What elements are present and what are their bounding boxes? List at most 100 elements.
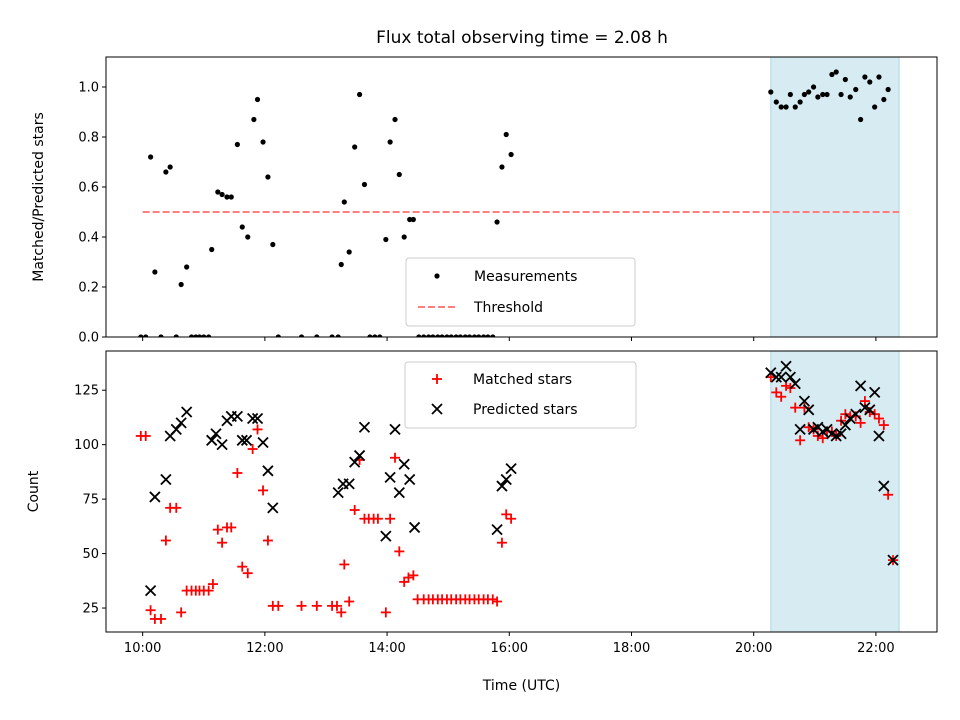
predicted-point <box>500 473 512 486</box>
matched-point <box>492 596 503 607</box>
matched-point <box>145 605 156 616</box>
predicted-point <box>854 380 867 392</box>
y-tick-label: 0.0 <box>78 331 99 346</box>
predicted-point <box>257 436 269 449</box>
predicted-point-b <box>794 423 806 436</box>
measurement-point <box>490 334 496 337</box>
predicted-point <box>231 410 244 422</box>
measurement-point <box>476 334 482 337</box>
measurement-point <box>401 234 407 240</box>
predicted-point <box>878 480 890 492</box>
measurement-point <box>138 334 144 337</box>
matched-point <box>242 568 253 579</box>
measurement-point <box>270 241 276 248</box>
predicted-point-b <box>789 378 801 390</box>
predicted-point-b <box>491 523 503 536</box>
legend-predicted-marker-b <box>431 403 443 415</box>
y-tick-label: 0.4 <box>78 231 99 246</box>
predicted-point <box>496 480 508 492</box>
predicted-point <box>175 417 187 429</box>
measurement-point <box>352 144 358 150</box>
predicted-point-b <box>850 408 862 420</box>
x-tick-label: 10:00 <box>124 641 161 656</box>
predicted-point-b <box>839 419 851 431</box>
measurement-point <box>178 281 184 288</box>
predicted-point-b <box>231 410 244 422</box>
predicted-point <box>389 423 401 436</box>
predicted-point <box>236 434 248 446</box>
measurement-point <box>806 89 812 95</box>
predicted-point <box>216 439 228 451</box>
predicted-point <box>144 584 157 597</box>
legend-matched-marker <box>432 374 442 384</box>
predicted-point <box>384 471 396 483</box>
matched-point <box>155 613 166 624</box>
predicted-point <box>353 449 366 462</box>
predicted-point <box>393 486 405 499</box>
matched-point <box>160 535 171 546</box>
matched-point <box>171 502 182 513</box>
predicted-point <box>160 473 172 486</box>
top-panel: 0.0 0.2 0.4 0.6 0.8 1.0 Matched/Predicted star… <box>31 56 938 346</box>
predicted-point-b <box>835 428 847 440</box>
predicted-point <box>798 395 811 407</box>
matched-point <box>771 387 782 398</box>
measurement-point <box>416 334 422 337</box>
predicted-point <box>267 502 279 514</box>
measurement-point <box>466 334 473 337</box>
matched-point <box>258 485 269 496</box>
predicted-point <box>887 554 899 566</box>
predicted-point <box>864 404 876 416</box>
y-tick-label: 0.6 <box>78 181 99 196</box>
measurement-point <box>361 181 368 188</box>
predicted-point <box>251 412 264 425</box>
predicted-point <box>343 478 355 490</box>
measurement-point <box>797 99 803 105</box>
measurement-point <box>148 154 154 160</box>
legend-box <box>404 361 637 429</box>
legend-matched-label: Matched stars <box>473 372 572 388</box>
measurement-point <box>387 139 393 145</box>
measurement-point <box>163 169 169 175</box>
measurement-point <box>768 89 774 95</box>
matched-point <box>403 572 414 583</box>
y-tick-label: 75 <box>82 493 99 508</box>
measurement-point <box>778 104 784 110</box>
measurement-point <box>209 246 215 253</box>
measurement-point <box>847 94 853 100</box>
measurement-point <box>862 74 868 80</box>
matched-point <box>331 600 342 611</box>
predicted-point-b <box>798 395 811 407</box>
predicted-point-b <box>247 412 259 425</box>
data-points <box>135 360 899 624</box>
predicted-point <box>398 458 410 470</box>
measurement-point <box>444 334 450 337</box>
predicted-point <box>780 360 792 372</box>
measurement-point <box>234 141 240 148</box>
predicted-point-b <box>257 436 269 449</box>
y-tick-label: 0.8 <box>78 131 99 146</box>
measurement-point <box>275 334 281 337</box>
measurement-point <box>158 334 164 337</box>
predicted-point-b <box>780 360 792 372</box>
series-measurements <box>138 69 891 337</box>
predicted-point <box>349 456 361 468</box>
matched-point <box>262 535 273 546</box>
matched-point <box>344 596 355 607</box>
y-tick-label: 100 <box>74 438 99 453</box>
measurement-point <box>842 76 848 83</box>
measurement-point <box>206 334 212 337</box>
predicted-point-b <box>149 491 161 503</box>
predicted-point-b <box>380 530 392 542</box>
measurement-point <box>410 216 416 223</box>
predicted-point <box>332 486 344 499</box>
measurement-point <box>508 151 514 158</box>
predicted-point-b <box>175 417 187 429</box>
legend-predicted-label: Predicted stars <box>473 402 578 418</box>
matched-point <box>237 561 248 572</box>
measurement-point <box>196 334 203 337</box>
predicted-point-b <box>869 386 881 399</box>
predicted-point-b <box>864 404 876 416</box>
x-tick-label: 20:00 <box>735 641 772 656</box>
axes-frame <box>105 56 938 338</box>
